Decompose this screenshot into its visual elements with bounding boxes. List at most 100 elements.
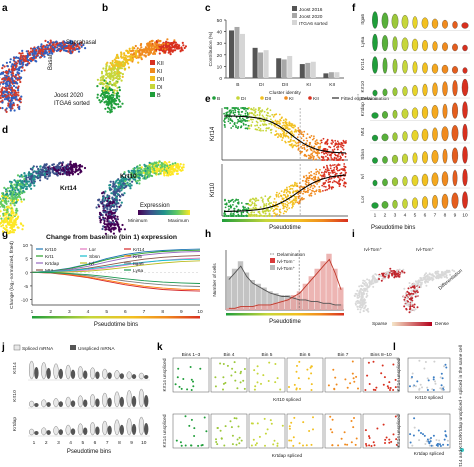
umap-point [60,42,63,45]
umap-point [109,208,112,211]
scatter-point [259,206,262,209]
scatter-point [248,204,251,206]
density-point [372,285,375,288]
violin [392,58,398,74]
scatter-point [301,131,303,134]
scatter-point [326,188,328,191]
scatter-point [247,215,250,217]
y-tick-label: 40 [217,30,223,36]
scatter-point [306,133,309,136]
scatter-point [249,215,252,217]
density-point [407,294,410,297]
umap-point [0,94,2,97]
violin [451,147,459,164]
umap-point [13,109,16,112]
bar [287,55,293,78]
umap-point [25,50,28,53]
umap-point [6,194,9,197]
umap-point [102,98,105,101]
scatter-point [345,141,347,144]
scatter-point [332,159,335,161]
density-point [418,279,420,282]
violin [422,62,428,74]
scatter-point [297,196,300,198]
density-point [416,306,419,309]
scatter-point [252,114,255,116]
scatter-point [245,123,247,126]
scatter-point [293,130,296,133]
scatter-point [335,181,338,184]
umap-point [132,55,135,58]
scatter-point [301,147,304,150]
colorbar [138,210,190,215]
umap-point [75,45,78,48]
umap-point [44,39,47,43]
umap-point [109,200,112,204]
violin [432,41,438,52]
umap-point [159,40,162,43]
scatter-point [257,109,260,112]
density-point [362,291,365,294]
density-point [361,301,364,304]
density-point [402,296,405,298]
umap-point [1,82,5,85]
umap-point [52,166,56,169]
umap-point [0,73,2,76]
y-tick-label: 50 [217,18,223,24]
scatter-point [308,194,311,197]
scatter-point [324,168,327,171]
scatter-point [269,195,272,198]
scatter-point [279,119,282,122]
violin [442,81,448,97]
umap-point [19,57,22,61]
violin-unspliced [34,367,39,379]
umap-point [15,192,18,195]
scatter-point [290,144,293,147]
scatter-point [283,134,286,137]
umap-point [62,168,65,171]
panel-f-xlabel: Pseudotime bins [371,225,415,231]
umap-point [55,40,58,43]
scatter-point [295,185,298,188]
scatter-point [241,110,244,113]
umap-point [113,107,116,110]
umap-point [115,76,118,79]
umap-point [27,172,30,175]
umap-point [56,42,59,45]
umap-point [164,48,167,51]
panel-h-histogram: Number of cellsDelaminationIvl-Tom⁻Ivl-T… [212,250,344,325]
umap-point [161,167,165,170]
scatter-point [275,213,277,216]
umap-point [10,182,13,185]
scatter-point [238,113,240,116]
umap-point [7,102,10,105]
umap-point [157,173,160,176]
violin [392,36,398,52]
umap-point [179,49,182,52]
umap-point [69,171,72,175]
scatter-point [319,168,321,171]
scatter-point [343,181,346,184]
scatter-point [294,196,297,199]
scatter-point [256,199,258,202]
scatter-point [276,120,279,123]
scatter-point [330,142,333,145]
panel-label-h: h [205,229,211,240]
scatter-point [262,120,265,122]
umap-point [81,165,84,168]
scatter-point [286,135,289,138]
bar [328,72,334,78]
umap-point [0,219,4,222]
y-tick-label: -10 [21,298,28,304]
scatter-point [323,172,325,174]
density-point [398,268,401,271]
density-point [354,302,357,305]
umap-point [136,167,139,170]
umap-point [123,68,126,71]
x-tick-label: 1 [374,213,377,219]
umap-point [4,188,8,191]
umap-point [15,95,18,98]
density-point [367,310,370,313]
legend-label-ki: KI [157,69,163,75]
umap-point [111,75,114,78]
